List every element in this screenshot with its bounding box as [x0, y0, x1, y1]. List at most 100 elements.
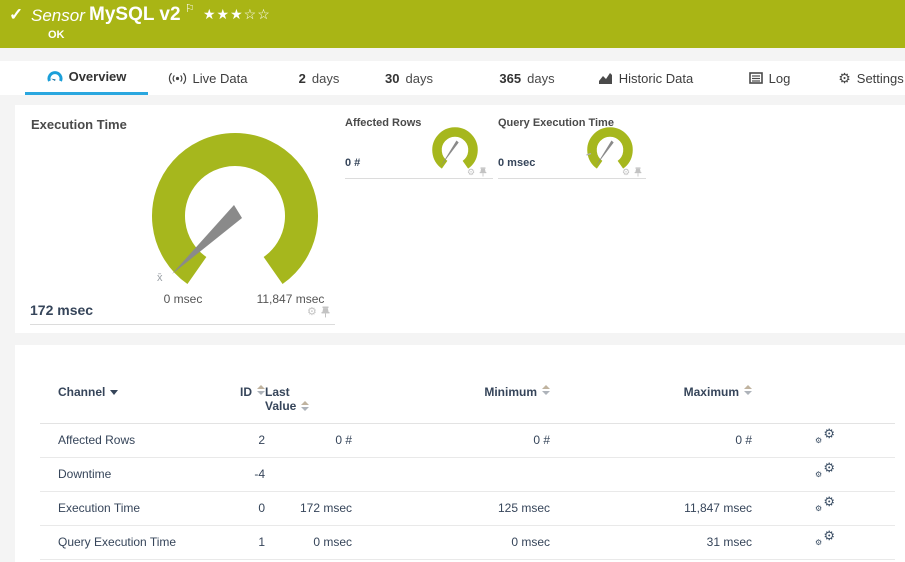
priority-stars[interactable]: ★★★☆☆: [203, 6, 271, 23]
sort-icon: [301, 401, 310, 411]
tab-historic-data[interactable]: Historic Data: [588, 61, 703, 95]
gauge-settings-gear-icon[interactable]: ⚙: [307, 305, 317, 318]
chevron-down-icon: [110, 390, 119, 395]
tab-365-days[interactable]: 365 days: [492, 61, 562, 95]
row-divider: [40, 525, 895, 526]
tab-settings-label: Settings: [856, 70, 904, 86]
sort-icon: [257, 385, 265, 395]
channel-minimum: 0 msec: [511, 535, 550, 549]
tab-30-days-word: days: [405, 70, 433, 86]
pin-icon[interactable]: [634, 167, 642, 177]
execution-time-current-value: 172 msec: [30, 302, 94, 318]
channel-minimum: 125 msec: [497, 501, 550, 515]
channel-maximum: 11,847 msec: [684, 501, 752, 515]
channel-table-header: Channel ID Last Value Minimum Maximum: [15, 385, 905, 413]
column-header-value-label: Value: [265, 399, 297, 413]
column-header-last-label: Last: [265, 385, 290, 399]
column-header-channel-label: Channel: [58, 385, 106, 399]
stars-empty[interactable]: ☆☆: [243, 6, 271, 22]
execution-time-gauge: x̄: [152, 133, 318, 284]
row-divider: [40, 457, 895, 458]
column-header-channel[interactable]: Channel: [58, 385, 185, 413]
tab-bar: Overview Live Data 2 days 30 days 365 da…: [0, 61, 905, 95]
edit-channel-gears-icon[interactable]: ⚙ ⚙: [815, 494, 835, 513]
column-header-maximum[interactable]: Maximum: [550, 385, 752, 413]
table-row: Downtime -4 ⚙ ⚙: [15, 458, 905, 491]
gauge-max-label: 11,847 msec: [256, 292, 325, 306]
query-execution-time-current-value: 0 msec: [498, 157, 536, 169]
channel-id: 0: [258, 501, 265, 515]
channel-table-panel: Channel ID Last Value Minimum Maximum Af…: [15, 345, 905, 562]
channel-last-value: 0 msec: [313, 535, 352, 549]
stars-filled[interactable]: ★★★: [203, 6, 244, 22]
gauge-block-divider: [345, 178, 493, 179]
gauge-needle: [440, 140, 459, 167]
tab-30-days[interactable]: 30 days: [378, 61, 440, 95]
affected-rows-gauge: [432, 127, 478, 169]
edit-channel-gears-icon[interactable]: ⚙ ⚙: [815, 426, 835, 445]
area-chart-icon: [598, 72, 612, 84]
channel-minimum: 0 #: [533, 433, 550, 447]
sort-icon: [744, 385, 752, 395]
column-header-last-value[interactable]: Last Value: [265, 385, 352, 413]
tab-2-days-number: 2: [298, 70, 306, 86]
table-row: Affected Rows 2 0 # 0 # 0 # ⚙ ⚙: [15, 424, 905, 457]
tab-overview-label: Overview: [68, 69, 127, 84]
tab-log[interactable]: Log: [742, 61, 797, 95]
tab-historic-data-label: Historic Data: [618, 70, 694, 86]
log-list-icon: [748, 72, 763, 84]
gauge-settings-gear-icon[interactable]: ⚙: [467, 166, 476, 177]
gauge-toolbar: ⚙: [307, 306, 330, 318]
channel-id: 2: [258, 433, 265, 447]
gauges-panel: Execution Time x̄ 0 msec 11,847 msec 172…: [15, 105, 905, 333]
channel-name[interactable]: Query Execution Time: [58, 535, 177, 549]
column-header-minimum[interactable]: Minimum: [352, 385, 550, 413]
gauge-toolbar: ⚙: [467, 167, 487, 177]
object-kind-label: Sensor: [31, 6, 85, 25]
column-header-maximum-label: Maximum: [683, 385, 739, 399]
pin-icon[interactable]: [479, 167, 487, 177]
tab-log-label: Log: [768, 70, 791, 86]
edit-channel-gears-icon[interactable]: ⚙ ⚙: [815, 528, 835, 547]
tab-365-days-number: 365: [499, 70, 522, 86]
channel-id: 1: [258, 535, 265, 549]
execution-time-gauge-title: Execution Time: [31, 117, 127, 132]
average-marker-tick: [586, 152, 592, 156]
sensor-title: MySQL v2: [89, 4, 181, 25]
status-badge: OK: [48, 29, 65, 41]
gauge-needle: [172, 205, 242, 274]
tab-30-days-number: 30: [385, 70, 400, 86]
row-divider: [40, 559, 895, 560]
channel-id: -4: [254, 467, 265, 481]
row-divider: [40, 491, 895, 492]
tab-live-data[interactable]: Live Data: [160, 61, 255, 95]
ok-check-icon: ✓: [9, 5, 24, 24]
affected-rows-gauge-title: Affected Rows: [345, 117, 422, 129]
gauge-block-divider: [30, 324, 335, 325]
settings-gear-icon: ⚙: [838, 70, 851, 86]
flag-icon[interactable]: ⚐: [185, 3, 195, 15]
edit-channel-gears-icon[interactable]: ⚙ ⚙: [815, 460, 835, 479]
column-header-id[interactable]: ID: [185, 385, 265, 413]
query-execution-time-gauge-title: Query Execution Time: [498, 117, 614, 129]
live-broadcast-icon: [168, 72, 186, 84]
gauge-settings-gear-icon[interactable]: ⚙: [622, 166, 631, 177]
channel-maximum: 0 #: [735, 433, 752, 447]
channel-name[interactable]: Downtime: [58, 467, 112, 481]
channel-name[interactable]: Affected Rows: [58, 433, 136, 447]
affected-rows-current-value: 0 #: [345, 157, 361, 169]
channel-name[interactable]: Execution Time: [58, 501, 141, 515]
tab-2-days[interactable]: 2 days: [288, 61, 350, 95]
channel-last-value: 172 msec: [299, 501, 352, 515]
tab-settings[interactable]: ⚙ Settings: [832, 61, 905, 95]
gauge-icon: [47, 70, 63, 82]
gauge-toolbar: ⚙: [622, 167, 642, 177]
tab-365-days-word: days: [527, 70, 555, 86]
pin-icon[interactable]: [321, 306, 330, 318]
tab-overview[interactable]: Overview: [25, 61, 148, 95]
tab-2-days-word: days: [311, 70, 340, 86]
table-row: Query Execution Time 1 0 msec 0 msec 31 …: [15, 526, 905, 559]
sensor-status-header: ✓ Sensor MySQL v2 ⚐ ★★★☆☆ OK: [0, 0, 905, 48]
gauge-needle: [595, 140, 614, 167]
column-header-id-label: ID: [240, 385, 252, 399]
